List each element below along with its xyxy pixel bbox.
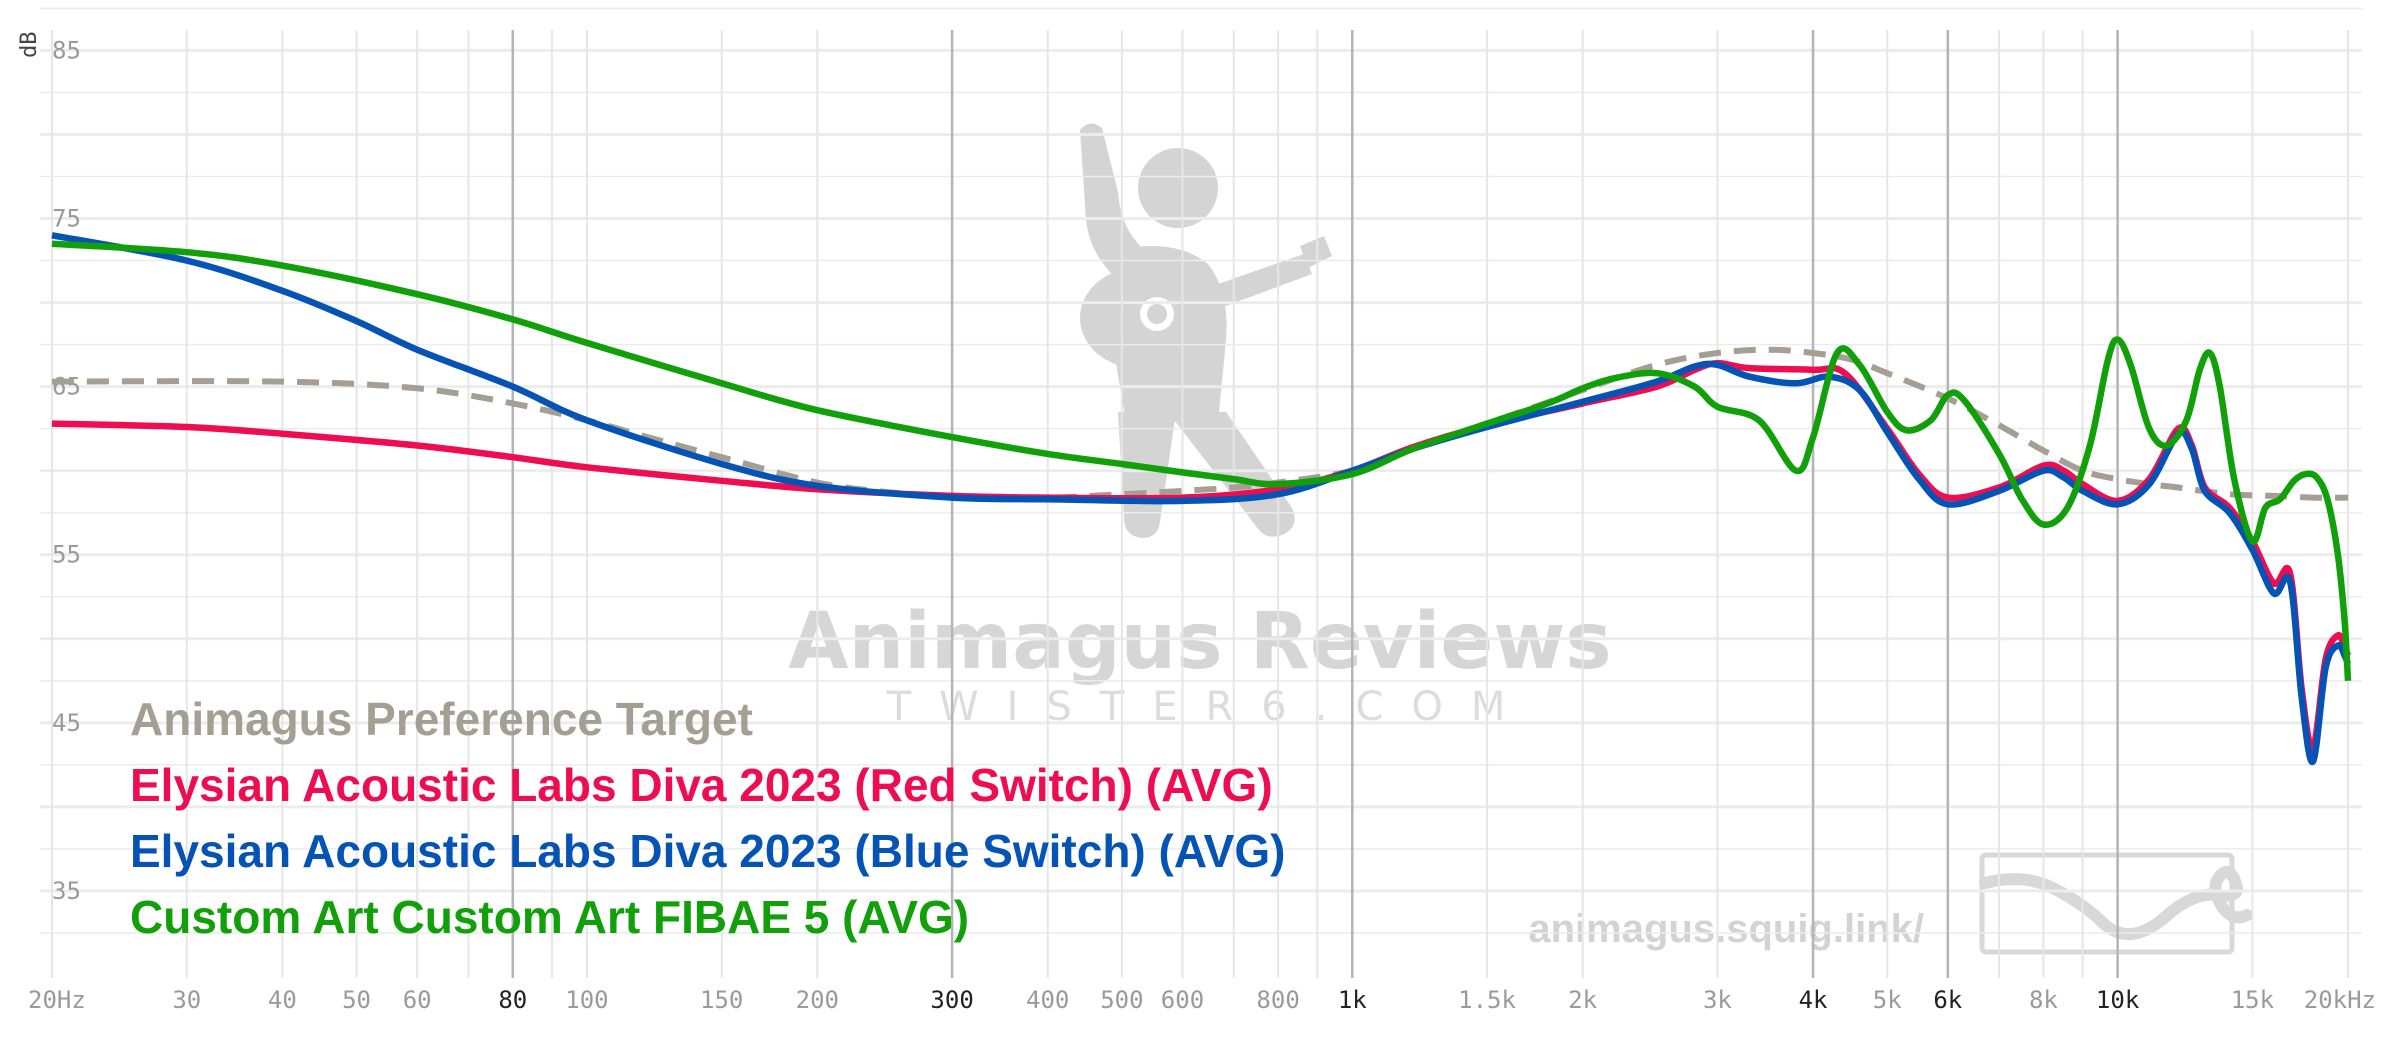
y-tick-label: 55 bbox=[52, 541, 81, 569]
x-tick-label: 2k bbox=[1568, 986, 1597, 1014]
chart-axes: dB 20Hz 30 40 50 60 80 100 150 200 300 400 500 600 80… bbox=[17, 32, 2376, 1015]
x-tick-label: 4k bbox=[1799, 986, 1828, 1014]
x-tick-label: 6k bbox=[1933, 986, 1962, 1014]
y-tick-label: 65 bbox=[52, 373, 81, 401]
y-tick-label: 75 bbox=[52, 205, 81, 233]
x-tick-label: 50 bbox=[342, 986, 371, 1014]
x-tick-label: 60 bbox=[403, 986, 432, 1014]
legend-entry-elysian-acoustic-labs-diva-2023-blue-switch-avg: Elysian Acoustic Labs Diva 2023 (Blue Sw… bbox=[130, 825, 1285, 877]
series-line-elysian-acoustic-labs-diva-2023-red-switch-avg bbox=[51, 359, 2352, 752]
x-tick-label: 200 bbox=[796, 986, 839, 1014]
x-tick-label: 300 bbox=[930, 986, 973, 1014]
x-tick-label: 30 bbox=[172, 986, 201, 1014]
x-tick-label: 600 bbox=[1161, 986, 1204, 1014]
x-tick-label: 400 bbox=[1026, 986, 1069, 1014]
x-tick-label: 1k bbox=[1338, 986, 1367, 1014]
x-tick-label: 100 bbox=[565, 986, 608, 1014]
x-tick-label: 150 bbox=[700, 986, 743, 1014]
x-tick-label: 3k bbox=[1703, 986, 1732, 1014]
x-tick-label: 20kHz bbox=[2304, 986, 2376, 1014]
y-tick-label: 45 bbox=[52, 709, 81, 737]
x-tick-label: 80 bbox=[498, 986, 527, 1014]
guitarist-logo-icon bbox=[1080, 123, 1332, 538]
chart-grid bbox=[40, 7, 2362, 978]
x-tick-label: 8k bbox=[2029, 986, 2058, 1014]
series-line-elysian-acoustic-labs-diva-2023-blue-switch-avg bbox=[51, 232, 2352, 765]
x-tick-label: 5k bbox=[1873, 986, 1902, 1014]
x-tick-label: 20Hz bbox=[28, 986, 86, 1014]
legend-entry-animagus-preference-target: Animagus Preference Target bbox=[130, 693, 753, 745]
y-tick-label: 85 bbox=[52, 36, 81, 64]
guitar-sound-hole-ring-icon bbox=[1147, 304, 1167, 324]
x-tick-label: 15k bbox=[2231, 986, 2275, 1014]
x-tick-label: 800 bbox=[1256, 986, 1299, 1014]
y-tick-label: 35 bbox=[52, 877, 81, 905]
chart-legend: Animagus Preference Target Elysian Acoust… bbox=[130, 693, 1285, 943]
series-line-custom-art-custom-art-fibae-5-avg bbox=[51, 240, 2352, 681]
watermark-url: animagus.squig.link/ bbox=[1528, 907, 1924, 951]
legend-entry-custom-art-custom-art-fibae-5-avg: Custom Art Custom Art FIBAE 5 (AVG) bbox=[130, 891, 969, 943]
x-tick-label: 500 bbox=[1100, 986, 1143, 1014]
squiglink-logo-icon bbox=[1979, 852, 2253, 955]
chart-series bbox=[51, 232, 2352, 765]
x-tick-label: 40 bbox=[268, 986, 297, 1014]
watermark-title: Animagus Reviews bbox=[788, 597, 1611, 687]
legend-entry-elysian-acoustic-labs-diva-2023-red-switch-avg: Elysian Acoustic Labs Diva 2023 (Red Swi… bbox=[130, 759, 1273, 811]
y-axis-label: dB bbox=[17, 32, 42, 59]
x-tick-label: 10k bbox=[2096, 986, 2140, 1014]
x-tick-label: 1.5k bbox=[1458, 986, 1516, 1014]
